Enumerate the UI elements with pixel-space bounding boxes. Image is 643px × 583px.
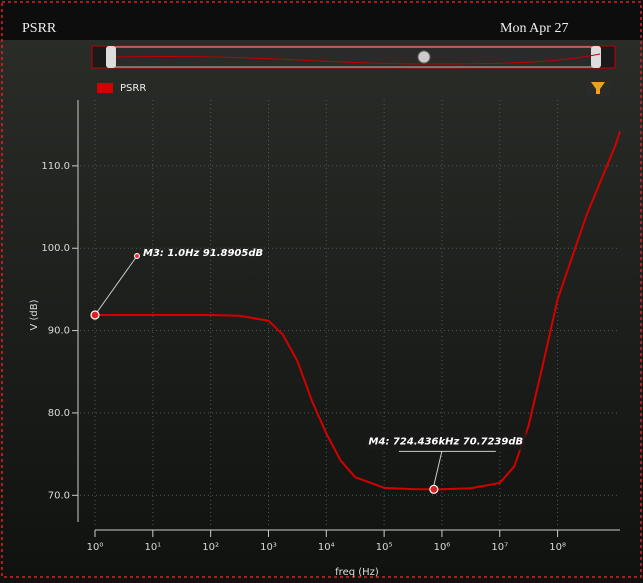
y-tick-label: 80.0 <box>48 408 70 419</box>
x-tick-label: 10⁴ <box>318 542 335 553</box>
scroll-center-handle[interactable] <box>417 50 431 64</box>
x-tick-label: 10² <box>202 542 219 553</box>
x-tick-label: 10⁸ <box>549 542 566 553</box>
marker-point <box>90 310 100 320</box>
y-tick-label: 110.0 <box>41 161 70 172</box>
overview-scrollbar[interactable] <box>91 45 616 69</box>
plot: 70.0 80.0 90.0 100.0 110.0 10⁰ 10¹ 10² 10³ 10⁴ 10⁵… <box>41 83 621 553</box>
marker-label: M3: 1.0Hz 91.8905dB <box>143 248 263 259</box>
header-bar <box>0 0 643 40</box>
y-tick-label: 90.0 <box>48 326 70 337</box>
x-tick-label: 10⁰ <box>87 542 104 553</box>
marker-label: M4: 724.436kHz 70.7239dB <box>369 436 524 447</box>
timestamp: Mon Apr 27 <box>500 21 568 36</box>
x-tick-label: 10⁵ <box>376 542 393 553</box>
overview-trace <box>115 53 601 65</box>
chart-title: PSRR <box>22 21 57 36</box>
y-axis-label: V (dB) <box>29 299 40 330</box>
filter-icon <box>591 82 605 94</box>
scroll-handle-left[interactable] <box>106 46 116 68</box>
marker-label-box <box>365 432 526 451</box>
marker-point <box>429 484 439 494</box>
x-tick-label: 10⁶ <box>434 542 451 553</box>
x-axis-label: freq (Hz) <box>335 567 379 578</box>
marker-leader <box>94 255 138 316</box>
marker-leader <box>433 451 443 486</box>
x-tick-label: 10³ <box>260 542 277 553</box>
marker-anchor <box>134 253 140 260</box>
x-tick-label: 10¹ <box>144 542 161 553</box>
x-tick-label: 10⁷ <box>491 542 508 553</box>
scroll-handle-right[interactable] <box>591 46 601 68</box>
legend-label: PSRR <box>120 83 146 94</box>
legend-swatch <box>97 83 113 93</box>
series-line <box>95 130 621 491</box>
y-tick-label: 100.0 <box>41 243 70 254</box>
y-tick-label: 70.0 <box>48 490 70 501</box>
